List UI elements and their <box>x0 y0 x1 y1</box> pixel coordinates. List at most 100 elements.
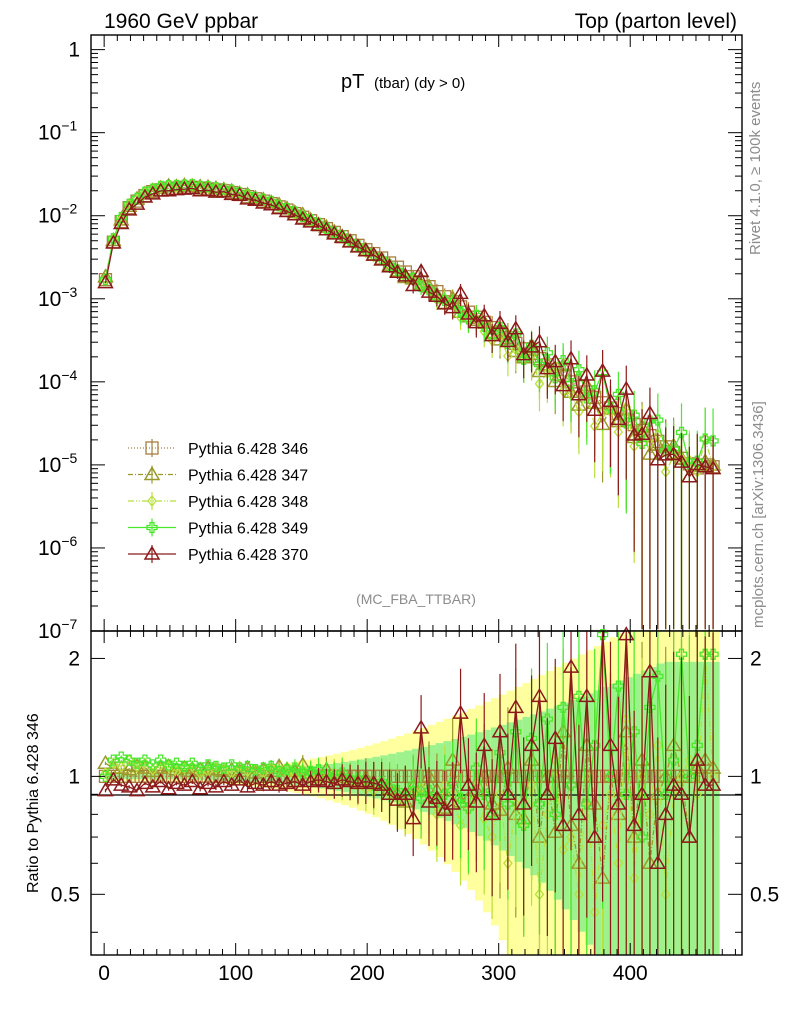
ratio-data-point <box>176 776 193 791</box>
main-data-point <box>365 246 383 261</box>
ratio-data-point <box>683 770 696 783</box>
y-tick-label: 10−5 <box>38 450 78 477</box>
main-data-point <box>468 314 485 329</box>
main-data-point <box>594 362 611 377</box>
legend-label: Pythia 6.428 348 <box>188 494 308 511</box>
ratio-data-point <box>681 828 698 843</box>
main-data-point <box>341 233 359 248</box>
ratio-data-point <box>539 785 556 801</box>
ratio-data-point <box>194 762 206 774</box>
ratio-data-point <box>633 785 651 801</box>
ratio-data-point <box>152 773 170 788</box>
main-data-point <box>649 451 667 466</box>
main-data-point <box>278 203 296 218</box>
ratio-band-green <box>127 773 136 780</box>
ratio-data-point <box>105 771 122 786</box>
main-data-point <box>499 333 517 348</box>
header-right: Top (parton level) <box>575 10 737 33</box>
ratio-data-point <box>178 760 191 773</box>
main-data-point <box>270 200 288 215</box>
ratio-data-point <box>381 785 398 801</box>
x-tick-label: 0 <box>98 962 110 985</box>
ratio-data-point <box>257 762 269 774</box>
main-data-point <box>254 194 272 209</box>
ratio-data-point <box>688 751 706 766</box>
ratio-data-point <box>254 776 272 791</box>
ratio-data-point <box>107 754 120 766</box>
ratio-data-point <box>447 777 459 789</box>
ratio-data-point <box>357 773 375 788</box>
main-data-point <box>475 307 493 322</box>
main-data-point <box>531 333 548 348</box>
ratio-data-point <box>533 798 546 810</box>
ratio-data-point <box>136 774 154 790</box>
main-data-point <box>541 347 554 359</box>
ratio-series-line <box>104 634 714 838</box>
ratio-data-point <box>707 648 719 660</box>
main-data-point <box>436 295 454 310</box>
ratio-data-point <box>589 739 601 752</box>
ratio-data-point <box>162 759 175 771</box>
main-data-point <box>491 314 509 330</box>
ratio-data-point <box>375 775 388 788</box>
ratio-band-green <box>640 670 649 955</box>
main-data-point <box>617 380 635 395</box>
ratio-data-point <box>541 713 554 725</box>
ratio-data-point <box>397 785 414 801</box>
ratio-data-point <box>186 757 198 769</box>
ratio-band-green <box>695 661 704 955</box>
ratio-data-point <box>120 778 138 793</box>
ratio-data-point <box>420 793 438 808</box>
main-data-point <box>325 225 343 240</box>
main-x-ticks <box>103 35 736 631</box>
ratio-data-point <box>620 788 632 800</box>
ratio-data-point <box>273 765 285 777</box>
main-data-point <box>612 388 625 401</box>
legend-label: Pythia 6.428 349 <box>188 521 308 538</box>
ratio-data-point <box>428 789 446 804</box>
ratio-data-point <box>573 690 585 703</box>
ratio-data-point <box>226 759 238 771</box>
ratio-band-green <box>372 756 381 799</box>
ratio-data-point <box>262 773 280 788</box>
ratio-data-point <box>578 687 596 703</box>
ratio-data-point <box>596 629 609 641</box>
main-data-point <box>186 178 198 191</box>
main-data-point <box>494 322 506 334</box>
ratio-frame <box>90 630 743 956</box>
y-tick-label: 10−1 <box>38 118 78 145</box>
ratio-data-point <box>460 776 477 791</box>
main-data-point <box>681 468 698 483</box>
ratio-data-point <box>515 795 532 810</box>
main-data-point <box>515 346 532 361</box>
ratio-data-point <box>147 763 158 776</box>
main-data-point <box>633 425 651 440</box>
main-data-point <box>97 274 114 289</box>
y-tick-label: 10−7 <box>38 616 78 643</box>
main-data-point <box>202 180 214 193</box>
ratio-band-green <box>411 748 420 810</box>
ratio-y-tick-label-right: 1 <box>750 765 762 788</box>
ratio-data-point <box>452 704 469 719</box>
ratio-data-point <box>507 698 525 714</box>
main-data-point <box>565 378 577 390</box>
ratio-y-axis-label: Ratio to Pythia 6.428 346 <box>25 713 42 893</box>
ratio-y-tick-label-right: 0.5 <box>750 883 779 906</box>
main-data-point <box>610 410 627 426</box>
ratio-data-point <box>675 648 688 660</box>
main-plot-panel: 1 10−1 10−2 10−3 10−4 10−5 10−6 10−7 pT (tbar) … <box>38 34 743 643</box>
ratio-data-point <box>491 723 509 738</box>
ratio-data-point <box>518 819 530 831</box>
ratio-data-point <box>210 760 222 773</box>
main-data-point <box>128 195 146 210</box>
ratio-data-point <box>628 726 640 738</box>
ratio-plot-panel: 0 100 200 300 400 2 2 1 1 0.5 0.5 <box>51 626 779 985</box>
ratio-data-point <box>602 736 619 752</box>
ratio-band-green <box>617 680 625 955</box>
plot-title-sub: (tbar) (dy > 0) <box>374 75 465 92</box>
ratio-band-green <box>711 661 720 955</box>
legend-marker <box>145 441 159 455</box>
main-data-point <box>99 273 112 286</box>
ratio-data-point <box>523 736 540 752</box>
ratio-band-green <box>427 745 436 815</box>
